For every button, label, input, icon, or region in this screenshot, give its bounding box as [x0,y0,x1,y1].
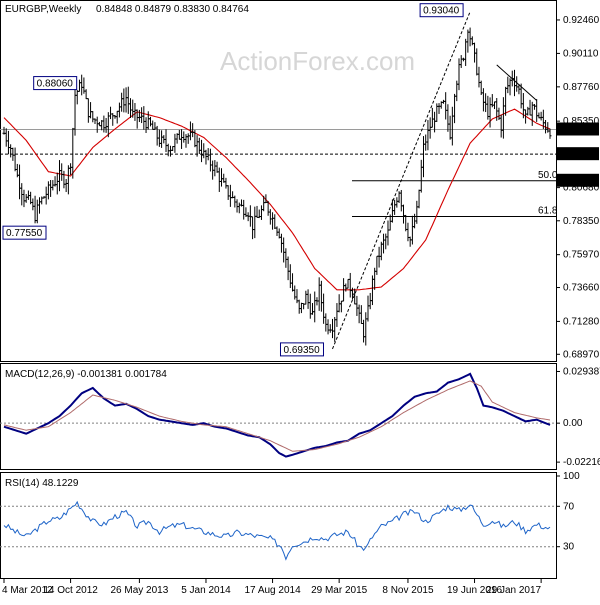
x-tick-label: 4 Mar 2012 [2,585,53,596]
trendline [496,64,538,101]
macd-y-tick-label: 0.00 [563,418,583,429]
price-y-tick-label: 0.85350 [563,116,600,127]
price-annotation-box [2,225,47,240]
rsi-line [3,500,551,561]
rsi-title: RSI(14) 48.1229 [5,478,79,489]
x-tick-label: 26 May 2013 [110,585,168,596]
chart-ohlc: 0.84848 0.84879 0.83830 0.84764 [96,4,249,15]
price-level-label: 0.83030 [559,150,596,161]
price-annotation-label: 0.77550 [6,228,43,239]
price-annotation-label: 0.69350 [283,345,320,356]
price-y-tick-label: 0.73660 [563,283,600,294]
x-tick-label: 29 Mar 2015 [311,585,368,596]
macd-pane-frame [0,363,557,470]
price-y-tick-label: 0.80680 [563,183,600,194]
price-annotation-box [279,342,324,357]
rsi-pane: RSI(14) 48.1229 100 70 30 [0,471,580,561]
watermark: ActionForex.com [220,46,415,76]
macd-y-tick-label: 0.029387 [563,366,600,377]
price-y-tick-label: 0.90110 [563,48,599,59]
price-y-tick-label: 0.87760 [563,82,600,93]
price-level-label: 0.81160 [559,176,595,187]
rsi-y-tick-label: 100 [563,471,580,482]
macd-signal-line [3,380,551,452]
price-pane-frame [0,0,557,362]
x-tick-label: 8 Nov 2015 [382,585,434,596]
x-tick-label: 19 Jun 2016 [447,585,502,596]
price-annotation-label: 0.88060 [37,79,74,90]
macd-y-tick-label: -0.022161 [563,457,600,468]
price-y-tick-label: 0.68970 [563,349,600,360]
price-y-tick-label: 0.78350 [563,216,600,227]
price-y-tick-label: 0.71280 [563,316,600,327]
price-level-box [557,122,599,136]
macd-title: MACD(12,26,9) -0.001381 0.001784 [5,369,167,380]
chart-symbol: EURGBP,Weekly [5,4,81,15]
price-level-label: 0.84764 [559,125,596,136]
trendline [332,11,471,350]
price-annotation-label: 0.93040 [423,6,460,17]
x-tick-label: 17 Aug 2014 [244,585,301,596]
sma-line [3,108,551,291]
price-pane: 0.92460 0.90110 0.87760 0.85350 0.83030 0.806… [0,3,600,360]
rsi-pane-frame [0,472,557,579]
price-annotation-box [33,76,78,91]
x-tick-label: 14 Oct 2012 [43,585,98,596]
x-tick-label: 5 Jan 2014 [181,585,231,596]
rsi-y-tick-label: 30 [563,542,575,553]
rsi-y-tick-label: 70 [563,501,575,512]
price-level-box [557,147,599,161]
fib-level-label: 61.8 [538,206,558,217]
macd-pane: MACD(12,26,9) -0.001381 0.001784 0.029387… [0,366,600,468]
fib-level-label: 50.0 [538,170,558,181]
price-level-box [557,173,599,187]
price-annotation-box [419,3,464,18]
price-y-tick-label: 0.92460 [563,15,600,26]
price-y-tick-label: 0.75970 [563,250,600,261]
macd-line [3,372,551,458]
x-tick-label: 29 Jan 2017 [486,585,541,596]
